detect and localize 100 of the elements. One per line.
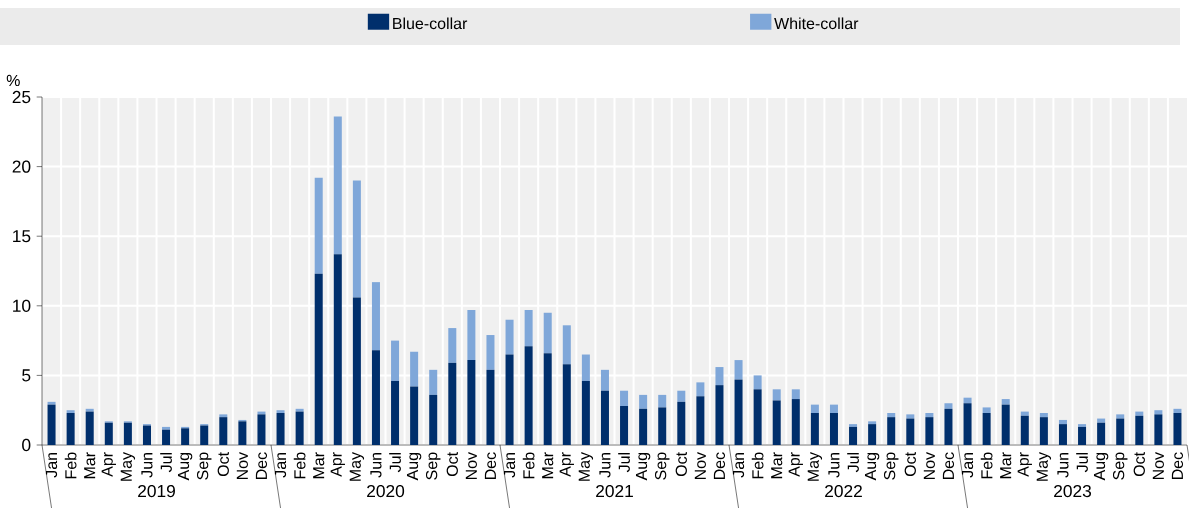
x-tick-label: Jun xyxy=(141,452,153,478)
bar xyxy=(1135,411,1144,416)
x-tick-label: Aug xyxy=(635,452,651,481)
bar xyxy=(448,328,457,363)
bar xyxy=(1058,424,1067,445)
x-tick-label: Feb xyxy=(64,452,77,479)
bar xyxy=(868,424,877,445)
bar xyxy=(581,380,590,445)
bar xyxy=(982,412,991,445)
x-tick-label: Aug xyxy=(177,452,193,481)
x-tick-label: Jul xyxy=(1076,453,1088,473)
bar xyxy=(85,408,94,412)
bar xyxy=(696,382,705,397)
x-tick-label: Oct xyxy=(675,452,687,477)
x-tick-label: May xyxy=(349,451,365,481)
bar xyxy=(982,407,991,413)
x-tick-label: Jun xyxy=(370,452,382,478)
x-tick-label: Apr xyxy=(330,452,345,477)
bar xyxy=(581,354,590,381)
bar xyxy=(772,400,781,445)
text: 2019 xyxy=(138,484,175,498)
bar xyxy=(1001,399,1010,405)
x-tick-label: Sep xyxy=(1112,452,1128,480)
bar xyxy=(276,412,285,445)
bar xyxy=(391,340,400,381)
bar xyxy=(887,412,896,418)
bar xyxy=(47,401,56,405)
bar xyxy=(524,309,533,347)
x-tick-label: Oct xyxy=(446,452,458,477)
bar xyxy=(906,414,915,419)
bar xyxy=(677,401,686,445)
bar xyxy=(810,404,819,413)
legend-label: White-collar xyxy=(774,17,859,30)
x-tick-label: Mar xyxy=(84,452,96,479)
bar xyxy=(658,394,667,408)
bar xyxy=(429,394,438,445)
x-tick-label: Nov xyxy=(465,451,477,480)
bar xyxy=(849,426,858,445)
bar xyxy=(1135,415,1144,445)
text: 2021 xyxy=(596,484,633,498)
x-tick-label: Sep xyxy=(196,452,212,480)
bar xyxy=(620,390,629,407)
y-tick-label: 10 xyxy=(13,299,31,312)
bar xyxy=(810,412,819,445)
x-tick-label: Mar xyxy=(771,452,783,479)
y-tick-label: 15 xyxy=(13,230,31,243)
bar xyxy=(410,351,419,387)
x-tick-label: Nov xyxy=(694,451,706,480)
bar xyxy=(963,403,972,445)
x-tick-label: Mar xyxy=(313,452,325,479)
bar xyxy=(123,422,132,445)
bar xyxy=(562,325,571,365)
bar xyxy=(104,422,113,445)
bar xyxy=(639,394,648,409)
bar xyxy=(371,350,380,445)
bar xyxy=(524,346,533,445)
bar xyxy=(219,417,228,445)
bar xyxy=(1001,404,1010,445)
x-tick-label: Jan xyxy=(961,452,974,478)
bar xyxy=(1039,412,1048,418)
x-tick-label: Apr xyxy=(559,452,574,477)
x-tick-label: Aug xyxy=(864,452,880,481)
bar xyxy=(352,180,361,298)
x-tick-label: Jul xyxy=(160,453,172,473)
legend-label: Blue-collar xyxy=(393,17,468,30)
bar xyxy=(829,404,838,413)
x-tick-label: Dec xyxy=(1171,452,1184,480)
x-tick-label: Nov xyxy=(236,451,248,480)
x-tick-label: Oct xyxy=(1133,452,1145,477)
bar xyxy=(658,407,667,445)
bar xyxy=(162,429,171,445)
x-tick-label: Jan xyxy=(274,452,287,478)
x-tick-label: Mar xyxy=(1000,452,1012,479)
bar xyxy=(429,369,438,395)
x-tick-label: Feb xyxy=(293,452,306,479)
y-tick-label: 25 xyxy=(12,90,31,104)
bar xyxy=(371,282,380,351)
bar xyxy=(47,404,56,445)
bar xyxy=(1020,411,1029,416)
x-tick-label: Jan xyxy=(732,452,745,478)
bar xyxy=(925,412,934,418)
bar xyxy=(1078,424,1087,427)
bar xyxy=(295,408,304,412)
x-tick-label: Feb xyxy=(751,452,764,479)
x-tick-label: Jul xyxy=(618,453,630,473)
x-tick-label: May xyxy=(1036,451,1052,481)
x-tick-label: Mar xyxy=(542,452,554,479)
x-tick-label: Sep xyxy=(425,452,441,480)
x-tick-label: Dec xyxy=(255,452,268,480)
bar xyxy=(715,367,724,386)
y-tick-label: 20 xyxy=(12,160,31,173)
bar xyxy=(791,389,800,400)
bar xyxy=(391,380,400,445)
bar xyxy=(314,273,323,445)
bar xyxy=(448,362,457,445)
x-tick-label: Feb xyxy=(980,452,993,479)
bar xyxy=(1154,410,1163,415)
bar xyxy=(219,414,228,418)
bar xyxy=(1039,417,1048,445)
bar xyxy=(238,421,247,445)
